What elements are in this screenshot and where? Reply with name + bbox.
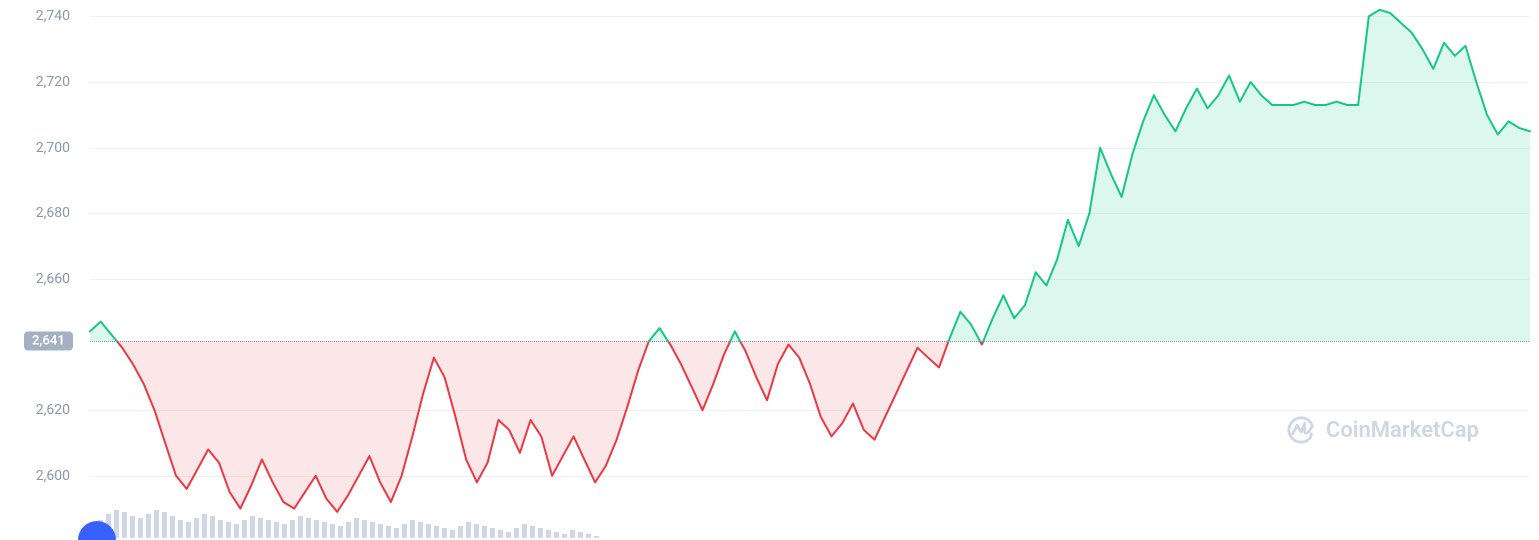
volume-bar [154,510,159,538]
volume-bar [394,528,399,538]
volume-bar [578,532,583,538]
volume-bar [266,520,271,538]
volume-bar [242,520,247,538]
volume-bar [346,522,351,538]
volume-bar [450,530,455,538]
volume-bar [226,522,231,538]
volume-bar [290,520,295,538]
volume-bar [386,526,391,538]
watermark-text: CoinMarketCap [1326,418,1479,443]
volume-bar [410,520,415,538]
volume-bar [426,524,431,538]
volume-bar [570,530,575,538]
volume-bar [178,520,183,538]
volume-bar [170,516,175,538]
volume-bar [490,528,495,538]
area-below-baseline [668,341,730,410]
volume-bar [218,520,223,538]
volume-bars [90,510,602,540]
volume-bar [458,526,463,538]
volume-bar [522,524,527,538]
volume-bar [586,534,591,538]
volume-bar [130,516,135,538]
price-chart[interactable]: 2,6002,6202,6602,6802,7002,7202,740 2,64… [0,0,1539,540]
coinmarketcap-logo-icon [1286,415,1316,445]
volume-bar [322,522,327,538]
volume-bar [538,528,543,538]
volume-bar [162,512,167,538]
volume-bar [442,528,447,538]
volume-bar [370,522,375,538]
volume-bar [234,524,239,538]
volume-bar [546,530,551,538]
volume-bar [186,522,191,538]
volume-bar [210,516,215,538]
volume-bar [122,512,127,538]
volume-bar [274,522,279,538]
volume-bar [418,522,423,538]
watermark: CoinMarketCap [1286,415,1479,445]
volume-bar [498,530,503,538]
volume-bar [506,532,511,538]
volume-bar [514,528,519,538]
volume-bar [362,520,367,538]
volume-bar [482,526,487,538]
volume-bar [282,524,287,538]
area-above-baseline [983,10,1530,342]
volume-bar [202,514,207,538]
volume-bar [530,526,535,538]
volume-bar [298,516,303,538]
area-below-baseline [740,341,948,439]
volume-bar [434,526,439,538]
volume-bar [378,524,383,538]
volume-bar [306,518,311,538]
chart-plot-area [0,0,1539,540]
volume-bar [338,526,343,538]
volume-bar [258,518,263,538]
volume-bar [562,534,567,538]
volume-bar [146,514,151,538]
volume-bar [402,524,407,538]
volume-bar [594,536,599,538]
volume-bar [250,516,255,538]
volume-bar [474,524,479,538]
volume-bar [554,532,559,538]
volume-bar [330,524,335,538]
volume-bar [354,518,359,538]
volume-bar [194,518,199,538]
volume-bar [314,520,319,538]
volume-bar [138,518,143,538]
volume-bar [466,522,471,538]
